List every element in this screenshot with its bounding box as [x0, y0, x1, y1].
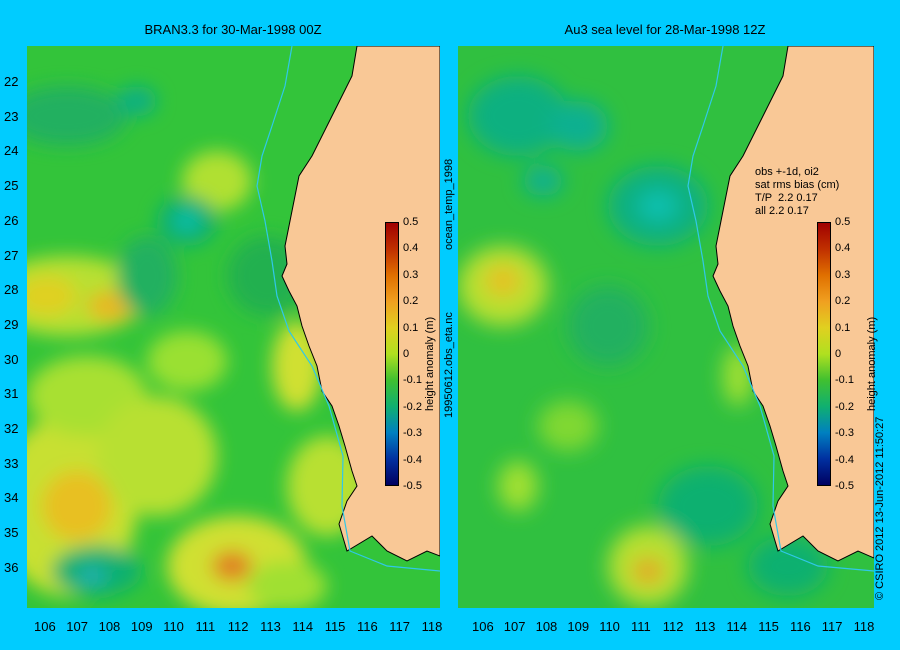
colorbar-gradient [385, 222, 399, 486]
colorbar-tick-label: 0.3 [403, 268, 419, 281]
colorbar-tick-label: 0.5 [835, 216, 851, 228]
longitude-tick: 110 [163, 619, 184, 634]
colorbar-tick-label: 0.4 [403, 242, 419, 255]
latitude-tick: 31 [4, 386, 19, 402]
longitude-tick: 118 [421, 619, 443, 634]
left-panel-title: BRAN3.3 for 30-Mar-1998 00Z [144, 22, 322, 37]
colorbar-tick-label: -0.4 [403, 453, 422, 466]
colorbar-tick-label: -0.2 [835, 400, 854, 413]
right-panel-title: Au3 sea level for 28-Mar-1998 12Z [564, 22, 766, 37]
longitude-tick: 114 [292, 619, 314, 634]
colorbar-gradient [817, 222, 831, 486]
latitude-tick: 30 [4, 351, 19, 367]
longitude-tick: 115 [324, 619, 346, 634]
right-map-svg [458, 46, 874, 608]
colorbar-tick-label: 0.5 [403, 216, 419, 228]
colorbar-tick-label: -0.1 [835, 374, 854, 387]
stats-box: obs +-1d, oi2 sat rms bias (cm) T/P 2.2 0.… [755, 166, 839, 218]
stats-line: obs +-1d, oi2 [755, 166, 819, 178]
latitude-tick: 25 [4, 178, 19, 194]
longitude-tick: 117 [821, 619, 843, 634]
latitude-tick: 27 [4, 247, 19, 263]
longitude-tick: 116 [357, 619, 378, 634]
longitude-tick: 111 [631, 619, 651, 634]
latitude-tick: 26 [4, 212, 19, 228]
latitude-tick: 32 [4, 421, 19, 436]
colorbar-tick-label: 0 [403, 348, 410, 360]
longitude-tick: 113 [694, 619, 716, 634]
left-map-panel [27, 46, 440, 608]
dataset-label-top: ocean_temp_1998 [443, 158, 455, 250]
longitude-tick: 117 [389, 619, 411, 634]
colorbar-tick-label: -0.5 [835, 480, 854, 492]
colorbar-tick-label: 0 [835, 348, 842, 360]
colorbar-tick-label: 0.1 [835, 321, 851, 334]
australia-landmass [712, 46, 874, 562]
longitude-tick: 106 [34, 619, 56, 634]
shelf-contour [687, 46, 874, 572]
australia-landmass [281, 46, 440, 562]
latitude-tick: 36 [4, 559, 19, 575]
colorbar-tick-label: -0.1 [403, 374, 422, 387]
shelf-contour [256, 46, 440, 572]
longitude-tick: 107 [66, 619, 88, 634]
longitude-tick: 109 [567, 619, 590, 634]
colorbar-tick-label: 0.1 [403, 321, 419, 334]
colorbar-tick-label: -0.5 [403, 480, 422, 492]
latitude-tick: 34 [4, 490, 19, 506]
longitude-tick: 110 [599, 619, 620, 634]
longitude-tick: 106 [472, 619, 494, 634]
colorbar-tick-label: 0.2 [835, 295, 851, 308]
colorbar-tick-label: 0.4 [835, 242, 851, 255]
latitude-tick: 23 [4, 108, 19, 124]
longitude-tick: 108 [98, 619, 121, 634]
right-map-panel [458, 46, 874, 608]
colorbar-tick-label: -0.2 [403, 400, 422, 413]
stats-line: sat rms bias (cm) [755, 179, 840, 191]
stats-line: T/P 2.2 0.17 [755, 192, 818, 204]
latitude-tick: 24 [4, 143, 19, 159]
stats-line: all 2.2 0.17 [755, 205, 809, 217]
longitude-tick: 115 [758, 619, 779, 634]
longitude-tick: 113 [260, 619, 281, 634]
colorbar-tick-label: -0.4 [835, 453, 854, 466]
longitude-tick: 108 [535, 619, 558, 634]
latitude-tick: 22 [4, 74, 19, 89]
longitude-tick: 107 [503, 619, 526, 634]
colorbar-tick-label: -0.3 [835, 427, 854, 440]
longitude-tick: 112 [227, 619, 249, 634]
latitude-tick: 35 [4, 525, 19, 541]
colorbar-label-right: height anomaly (m) [866, 316, 878, 411]
longitude-tick: 112 [662, 619, 684, 634]
copyright-credit: © CSIRO 2012 13-Jun-2012 11:50:27 [874, 416, 886, 600]
longitude-tick: 114 [726, 619, 748, 634]
colorbar-tick-label: 0.3 [835, 268, 851, 281]
latitude-tick: 28 [4, 282, 19, 298]
colorbar-tick-label: 0.2 [403, 295, 419, 308]
longitude-tick: 109 [130, 619, 153, 634]
longitude-tick: 118 [853, 619, 875, 634]
latitude-tick: 29 [4, 316, 19, 332]
colorbar-label-left: height anomaly (m) [424, 316, 436, 411]
latitude-tick: 33 [4, 455, 19, 471]
longitude-tick: 111 [195, 619, 216, 634]
dataset-label-bottom: 19950612.obs_eta.nc [443, 312, 455, 418]
left-map-svg [27, 46, 440, 608]
longitude-tick: 116 [790, 619, 811, 634]
colorbar-tick-label: -0.3 [403, 427, 422, 440]
